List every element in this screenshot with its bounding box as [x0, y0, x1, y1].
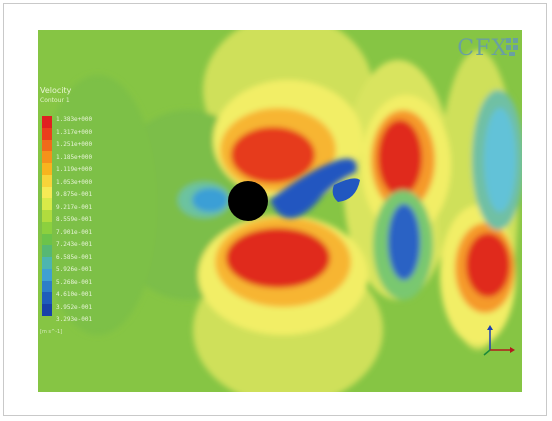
legend-swatch: [42, 186, 52, 199]
legend-swatch: [42, 245, 52, 258]
legend-label: 3.952e-001: [56, 303, 93, 311]
legend-color-bar: [42, 116, 52, 317]
legend-labels: 1.383e+000 1.317e+000 1.251e+000 1.185e+000…: [56, 112, 156, 323]
legend-label: 1.185e+000: [56, 153, 93, 161]
legend-label: 9.217e-001: [56, 203, 93, 211]
cylinder-body: [228, 181, 268, 221]
legend-subtitle: Contour 1: [40, 97, 70, 104]
cfx-logo: CFX: [457, 36, 508, 61]
legend-label: 1.317e+000: [56, 128, 93, 136]
cfd-viewport: Velocity Contour 1 1.383e+000 1.317e+000 1…: [38, 30, 522, 392]
legend-label: 1.119e+000: [56, 166, 93, 173]
legend-swatch: [42, 268, 52, 281]
image-frame: Velocity Contour 1 1.383e+000 1.317e+000 1…: [3, 3, 547, 416]
legend-label: 3.293e-001: [56, 316, 93, 323]
velocity-contour-field: [38, 30, 522, 392]
legend-swatch: [42, 233, 52, 246]
axis-triad-icon: [483, 325, 515, 356]
legend-swatch: [42, 116, 52, 128]
legend-units: [m s^-1]: [40, 329, 63, 335]
legend-label: 9.875e-001: [56, 191, 93, 198]
legend-swatch: [42, 163, 52, 175]
legend-label: 8.559e-001: [56, 216, 93, 223]
ansys-logo-icon: [506, 38, 518, 56]
legend-swatch: [42, 304, 52, 317]
legend: Velocity Contour 1 1.383e+000 1.317e+000 1…: [38, 30, 158, 350]
legend-label: 5.268e-001: [56, 278, 93, 286]
legend-label: 1.053e+000: [56, 178, 93, 186]
legend-label: 6.585e-001: [56, 253, 93, 261]
legend-swatch: [42, 127, 52, 140]
legend-swatch: [42, 139, 52, 152]
legend-swatch: [42, 151, 52, 164]
legend-title: Velocity: [40, 86, 72, 95]
legend-swatch: [42, 292, 52, 305]
legend-label: 1.251e+000: [56, 141, 93, 148]
legend-swatch: [42, 221, 52, 234]
legend-swatch: [42, 280, 52, 293]
legend-label: 1.383e+000: [56, 116, 93, 123]
legend-swatch: [42, 174, 52, 187]
legend-label: 7.901e-001: [56, 228, 93, 236]
legend-swatch: [42, 257, 52, 269]
legend-label: 4.610e-001: [56, 291, 93, 298]
legend-label: 5.926e-001: [56, 266, 93, 273]
legend-swatch: [42, 198, 52, 211]
legend-label: 7.243e-001: [56, 241, 93, 248]
legend-swatch: [42, 210, 52, 222]
